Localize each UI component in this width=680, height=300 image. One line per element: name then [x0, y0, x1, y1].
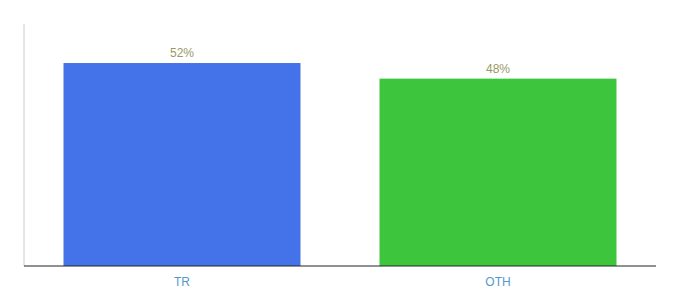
bar	[380, 79, 617, 266]
x-axis-line	[24, 266, 656, 267]
x-tick-label: TR	[174, 275, 190, 289]
bars	[64, 63, 617, 266]
chart-container: 52% 48% TR OTH	[0, 0, 680, 300]
data-label: 52%	[170, 46, 194, 60]
x-tick-label: OTH	[485, 275, 510, 289]
chart-svg: 52% 48% TR OTH	[0, 0, 680, 300]
bar	[64, 63, 301, 266]
data-label: 48%	[486, 62, 510, 76]
y-axis-line	[24, 24, 25, 266]
